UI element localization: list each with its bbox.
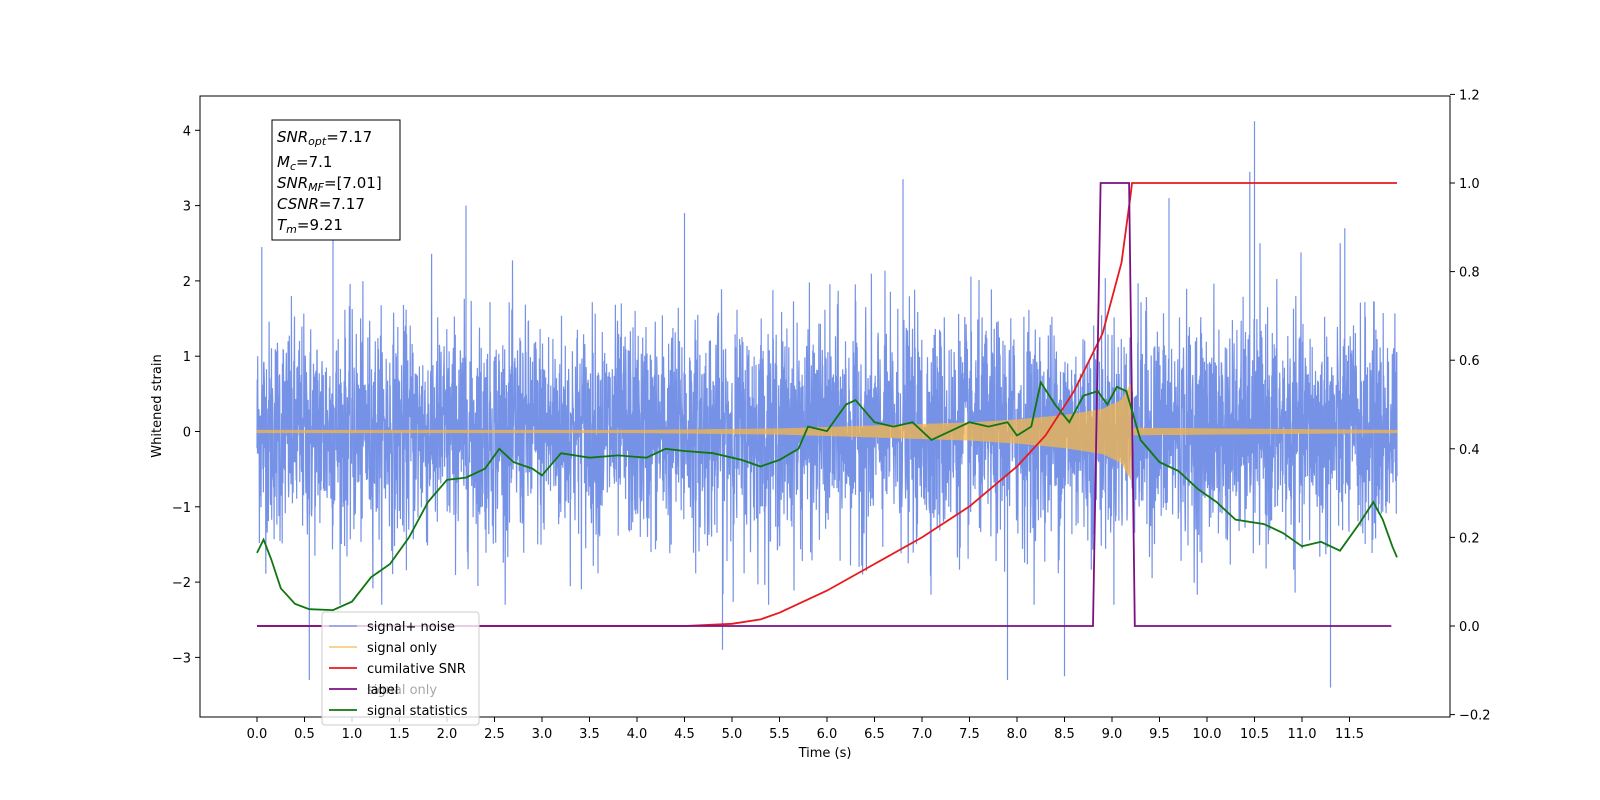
x-tick-label: 9.0 <box>1102 727 1123 742</box>
legend: signal+ noise signal only cumilative SNR la… <box>321 611 480 726</box>
y2-tick-label: 1.2 <box>1459 88 1480 103</box>
x-tick-label: 3.5 <box>579 727 600 742</box>
x-tick-label: 11.5 <box>1335 727 1364 742</box>
y-tick-label: 0 <box>183 426 191 441</box>
info-mc: Mc=7.1 <box>277 153 332 173</box>
info-csnr: CSNR=7.17 <box>277 195 365 213</box>
x-tick-label: 9.5 <box>1149 727 1170 742</box>
x-tick-label: 0.0 <box>247 727 268 742</box>
x-tick-label: 10.5 <box>1240 727 1269 742</box>
x-tick-label: 4.5 <box>674 727 695 742</box>
y-tick-label: 2 <box>183 275 191 290</box>
x-tick-label: 5.0 <box>722 727 743 742</box>
x-tick-label: 5.5 <box>769 727 790 742</box>
series-label <box>257 182 1392 627</box>
x-tick-label: 10.0 <box>1193 727 1222 742</box>
x-axis: 0.0 0.5 1.0 1.5 2.0 2.5 3.0 3.5 4.0 4.5 5.0 5.5 6.0 6… <box>247 717 1364 742</box>
x-tick-label: 8.5 <box>1054 727 1075 742</box>
info-tm: Tm=9.21 <box>277 216 343 236</box>
x-tick-label: 0.5 <box>294 727 315 742</box>
x-tick-label: 6.0 <box>817 727 838 742</box>
y-axis-right: 1.2 1.0 0.8 0.6 0.4 0.2 0.0 −0.2 <box>1450 88 1491 724</box>
legend-item: signal only <box>329 641 437 656</box>
series-signal-only <box>256 382 1398 480</box>
x-tick-label: 7.5 <box>959 727 980 742</box>
x-tick-label: 2.5 <box>484 727 505 742</box>
x-tick-label: 3.0 <box>532 727 553 742</box>
x-axis-label: Time (s) <box>798 746 852 761</box>
y2-tick-label: 0.4 <box>1459 443 1480 458</box>
legend-item: signal+ noise <box>329 620 455 635</box>
x-tick-label: 11.0 <box>1288 727 1317 742</box>
y-tick-label: −3 <box>172 651 191 666</box>
y-tick-label: −2 <box>172 576 191 591</box>
legend-label: signal only <box>367 641 437 656</box>
info-snr-mf: SNRMF=[7.01] <box>277 174 382 194</box>
y-axis-label: Whitened strain <box>150 354 165 457</box>
x-tick-label: 8.0 <box>1007 727 1028 742</box>
y2-tick-label: 0.0 <box>1459 620 1480 635</box>
info-box: SNRopt=7.17 Mc=7.1 SNRMF=[7.01] CSNR=7.1… <box>271 119 401 241</box>
y2-tick-label: 1.0 <box>1459 177 1480 192</box>
legend-item: signal only <box>367 683 437 698</box>
x-tick-label: 4.0 <box>627 727 648 742</box>
series-cumulative-snr <box>257 182 1397 627</box>
plot-frame <box>199 95 1451 718</box>
x-tick-label: 6.5 <box>864 727 885 742</box>
legend-item: signal statistics <box>329 704 468 719</box>
series-layer <box>256 121 1398 688</box>
info-snr-opt: SNRopt=7.17 <box>277 128 372 148</box>
y-tick-label: 3 <box>183 200 191 215</box>
y2-tick-label: −0.2 <box>1459 709 1491 724</box>
x-tick-label: 2.0 <box>437 727 458 742</box>
legend-label: cumilative SNR <box>367 662 466 677</box>
y2-tick-label: 0.2 <box>1459 531 1480 546</box>
legend-label: signal+ noise <box>367 620 455 635</box>
y-axis-left: 4 3 2 1 0 −1 −2 −3 <box>172 124 200 666</box>
y-tick-label: 4 <box>183 124 191 139</box>
y2-tick-label: 0.6 <box>1459 354 1480 369</box>
series-signal-statistics <box>256 380 1398 612</box>
series-signal-noise <box>256 121 1398 688</box>
x-tick-label: 1.0 <box>342 727 363 742</box>
legend-label: signal only <box>367 683 437 698</box>
legend-item: cumilative SNR <box>329 662 466 677</box>
legend-item: label <box>329 683 398 698</box>
y-tick-label: −1 <box>172 501 191 516</box>
y-tick-label: 1 <box>183 350 191 365</box>
y2-tick-label: 0.8 <box>1459 266 1480 281</box>
x-tick-label: 1.5 <box>389 727 410 742</box>
legend-label: label <box>367 683 398 698</box>
legend-label: signal statistics <box>367 704 468 719</box>
x-tick-label: 7.0 <box>912 727 933 742</box>
